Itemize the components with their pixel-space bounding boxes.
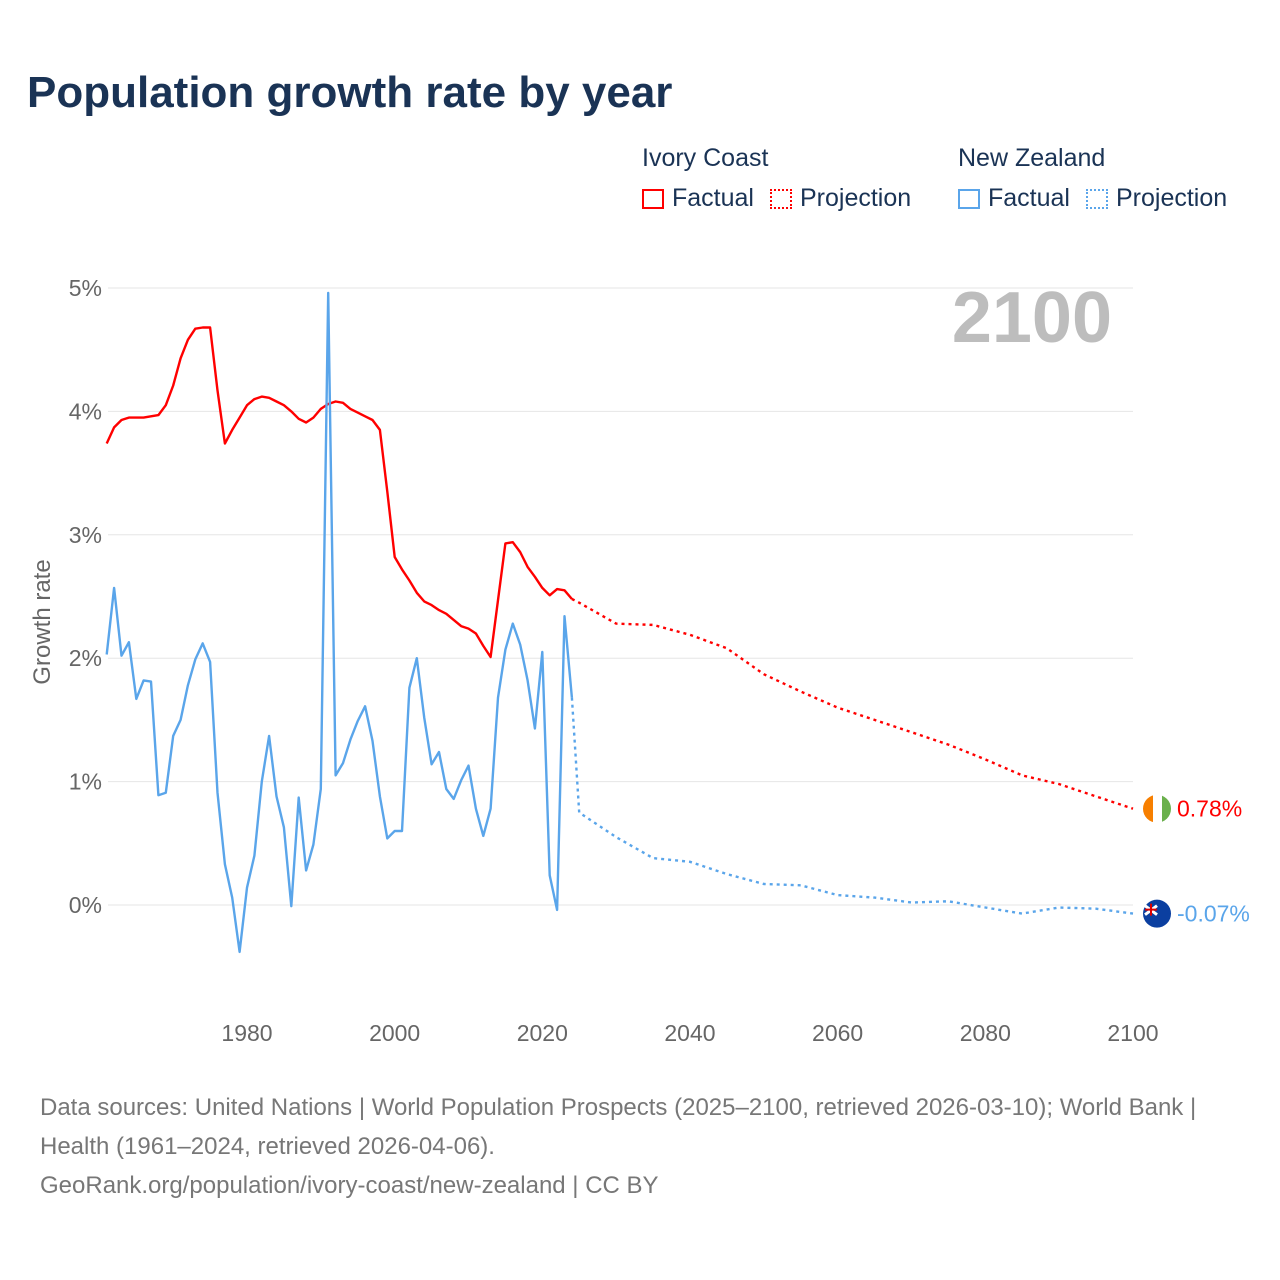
legend-item-projection[interactable]: Projection <box>1085 184 1228 213</box>
data-sources-text: Data sources: United Nations | World Pop… <box>40 1094 1197 1160</box>
end-value-label: 0.78% <box>1177 796 1242 822</box>
legend-group-title: Ivory Coast <box>642 144 769 172</box>
current-year-label: 2100 <box>952 278 1112 358</box>
x-tick-label: 2000 <box>369 1020 420 1046</box>
legend-swatch-solid <box>958 188 980 209</box>
series-line-ivory-coast-factual <box>105 326 573 659</box>
legend-swatch-dotted <box>1085 188 1108 209</box>
y-tick-label: 4% <box>69 398 102 424</box>
legend-label: Projection <box>1115 184 1228 212</box>
flag-stripe-green <box>1162 794 1171 823</box>
x-tick-label: 2100 <box>1107 1020 1158 1046</box>
legend-label: Projection <box>799 184 912 212</box>
source-url-text[interactable]: GeoRank.org/population/ivory-coast/new-z… <box>40 1172 659 1199</box>
y-tick-label: 1% <box>69 769 102 795</box>
new-zealand-flag-icon <box>1143 899 1171 928</box>
x-tick-label: 2080 <box>960 1020 1011 1046</box>
legend-item-projection[interactable]: Projection <box>769 184 912 213</box>
series-line-new-zealand-factual <box>105 291 574 954</box>
y-tick-label: 3% <box>69 522 102 548</box>
legend-item-factual[interactable]: Factual <box>642 184 754 213</box>
legend-label: Factual <box>672 184 754 212</box>
y-tick-label: 5% <box>69 275 102 301</box>
legend-swatch-solid <box>642 188 664 209</box>
legend-label: Factual <box>988 184 1070 212</box>
y-axis-label: Growth rate <box>29 559 56 684</box>
flag-stripes <box>1143 794 1171 823</box>
y-tick-label: 2% <box>69 645 102 671</box>
union-jack-red <box>1145 903 1157 916</box>
x-tick-label: 1980 <box>221 1020 272 1046</box>
legend-group-title: New Zealand <box>958 144 1106 172</box>
x-tick-label: 2020 <box>517 1020 568 1046</box>
ivory-coast-flag-icon <box>1143 794 1171 823</box>
legend-item-factual[interactable]: Factual <box>958 184 1070 213</box>
series-line-ivory-coast-projection <box>571 597 1134 810</box>
x-tick-label: 2040 <box>664 1020 715 1046</box>
y-tick-label: 0% <box>69 892 102 918</box>
legend-group-new-zealand: New Zealand Factual Projection <box>958 144 1243 213</box>
flag-stripe-white <box>1153 794 1162 823</box>
flag-stripe-orange <box>1143 794 1153 823</box>
legend-swatch-dotted <box>769 188 792 209</box>
end-value-label: -0.07% <box>1177 901 1250 927</box>
x-tick-label: 2060 <box>812 1020 863 1046</box>
legend-group-ivory-coast: Ivory Coast Factual Projection <box>642 144 927 213</box>
chart-title: Population growth rate by year <box>27 68 673 117</box>
series-line-new-zealand-projection <box>570 697 1134 915</box>
footer: Data sources: United Nations | World Pop… <box>40 1088 1240 1205</box>
